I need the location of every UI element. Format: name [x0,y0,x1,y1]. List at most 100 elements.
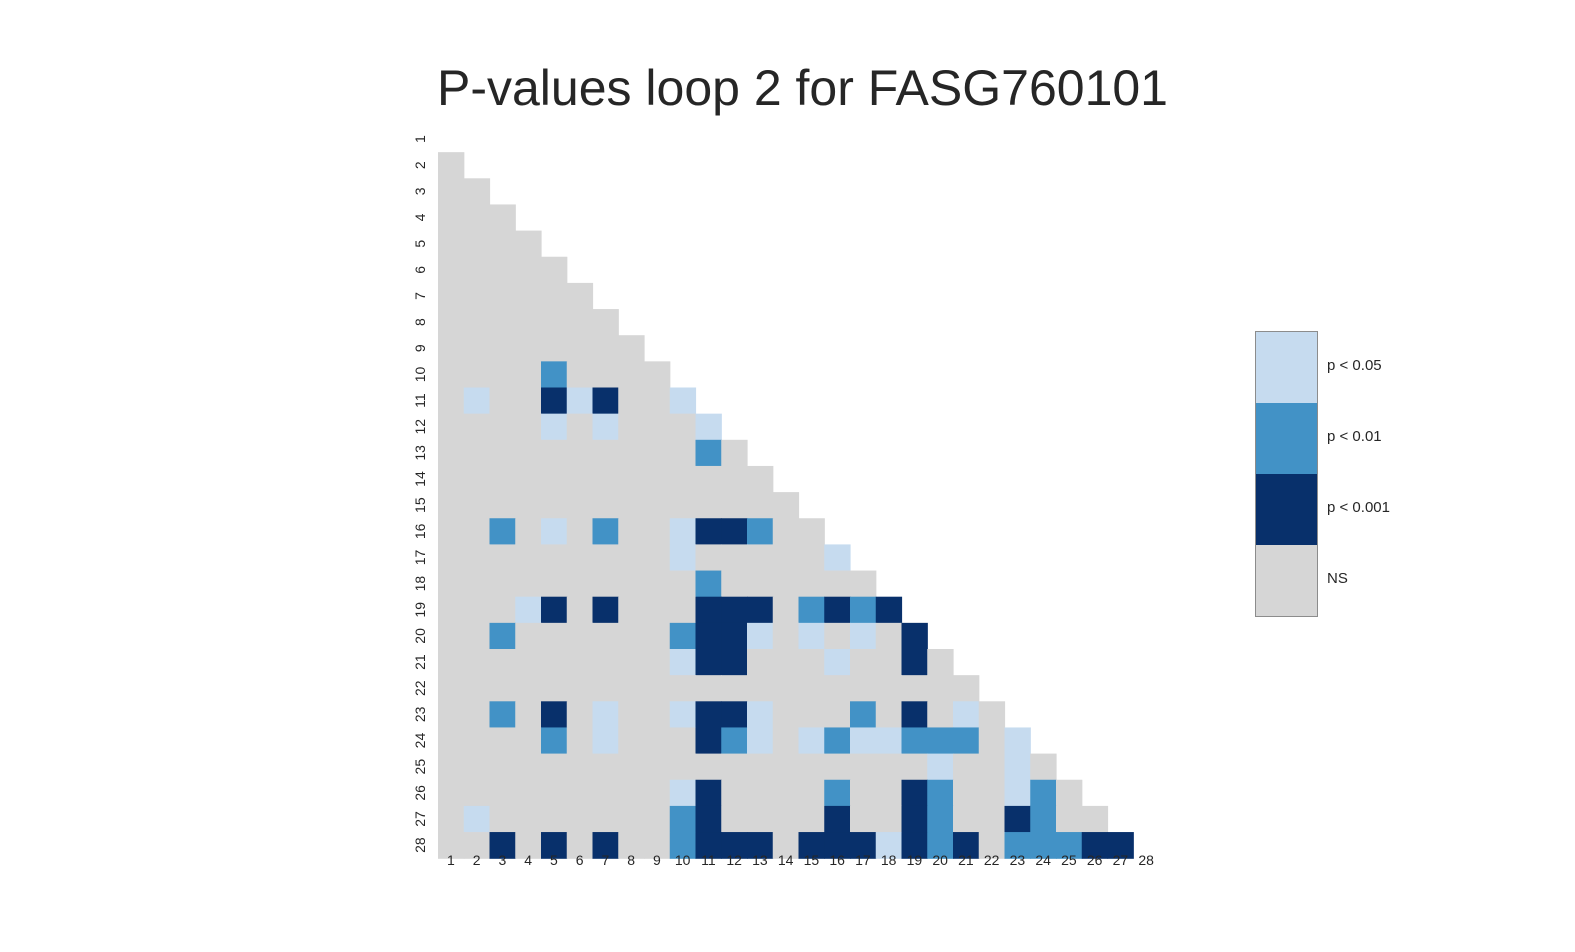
x-tick-label: 25 [1061,852,1077,868]
heatmap-cell-r11-c3 [489,387,516,415]
heatmap-cell-r15-c10 [669,492,697,519]
heatmap-cell-r27-c2 [463,805,491,833]
heatmap-cell-r20-c15 [798,622,825,650]
y-tick-label: 20 [412,628,428,644]
x-tick-label: 10 [675,852,691,868]
heatmap-cell-r13-c6 [566,439,594,467]
heatmap-cell-r27-c19 [901,805,928,833]
heatmap-cell-r6-c3 [489,256,516,284]
heatmap-cell-r20-c8 [618,622,645,650]
x-tick-label: 2 [473,852,481,868]
heatmap-cell-r5-c3 [489,230,516,258]
heatmap-cell-r12-c4 [515,413,542,441]
heatmap-cell-r23-c3 [489,701,516,729]
heatmap-cell-r15-c12 [721,492,748,519]
heatmap-cell-r10-c1 [438,361,465,389]
y-tick-label: 19 [412,602,428,618]
heatmap-cell-r17-c11 [695,544,722,572]
heatmap-cell-r28-c12 [721,832,748,859]
heatmap-cell-r18-c11 [695,570,722,598]
heatmap-cell-r25-c16 [824,753,851,781]
y-tick-label: 25 [412,759,428,775]
heatmap-cell-r25-c20 [927,753,954,781]
heatmap-cell-r22-c1 [438,675,465,702]
heatmap-cell-r28-c21 [953,832,980,859]
heatmap-cell-r22-c21 [953,675,980,702]
heatmap-cell-r27-c3 [489,805,516,833]
heatmap-cell-r7-c2 [463,282,491,310]
heatmap-cell-r25-c12 [721,753,748,781]
heatmap-cell-r25-c18 [875,753,903,781]
heatmap-cell-r23-c9 [644,701,671,729]
heatmap-cell-r14-c2 [463,465,491,493]
heatmap-cell-r26-c20 [927,779,954,807]
heatmap-cell-r18-c14 [772,570,800,598]
x-tick-label: 18 [881,852,897,868]
heatmap-cell-r25-c14 [772,753,800,781]
heatmap-cell-r16-c8 [618,518,645,545]
heatmap-cell-r11-c9 [644,387,671,415]
heatmap-cell-r24-c13 [747,727,774,755]
heatmap-cell-r26-c15 [798,779,825,807]
heatmap-cell-r12-c10 [669,413,697,441]
heatmap-cell-r22-c17 [850,675,877,702]
heatmap-cell-r24-c11 [695,727,722,755]
heatmap-cell-r15-c14 [772,492,800,519]
heatmap-cell-r18-c1 [438,570,465,598]
heatmap-cell-r17-c2 [463,544,491,572]
heatmap-cell-r19-c7 [592,596,619,624]
heatmap-cell-r14-c6 [566,465,594,493]
heatmap-cell-r15-c5 [541,492,568,519]
x-tick-label: 28 [1138,852,1154,868]
heatmap-cell-r27-c16 [824,805,851,833]
heatmap-cell-r3-c2 [463,178,491,206]
heatmap-cell-r26-c8 [618,779,645,807]
heatmap-cell-r27-c21 [953,805,980,833]
heatmap-cell-r25-c22 [978,753,1006,781]
heatmap-cell-r23-c7 [592,701,619,729]
heatmap-cell-r28-c4 [515,832,542,859]
heatmap-cell-r16-c13 [747,518,774,545]
x-tick-label: 13 [752,852,768,868]
y-tick-label: 16 [412,523,428,539]
heatmap-cell-r25-c9 [644,753,671,781]
x-tick-label: 8 [627,852,635,868]
heatmap-cell-r25-c8 [618,753,645,781]
heatmap-cell-r18-c4 [515,570,542,598]
x-tick-label: 11 [701,852,716,868]
x-tick-label: 14 [778,852,794,868]
heatmap-cell-r12-c3 [489,413,516,441]
heatmap-cell-r12-c1 [438,413,465,441]
colorbar-legend [1255,331,1318,617]
heatmap-cell-r7-c6 [566,282,594,310]
heatmap-cell-r26-c12 [721,779,748,807]
heatmap-cell-r19-c8 [618,596,645,624]
heatmap-cell-r28-c8 [618,832,645,859]
heatmap-cell-r16-c2 [463,518,491,545]
heatmap-cell-r16-c4 [515,518,542,545]
heatmap-cell-r22-c2 [463,675,491,702]
heatmap-cell-r25-c17 [850,753,877,781]
heatmap-cell-r23-c16 [824,701,851,729]
heatmap-cell-r12-c11 [695,413,722,441]
heatmap-cell-r27-c4 [515,805,542,833]
heatmap-cell-r18-c16 [824,570,851,598]
heatmap-cell-r26-c6 [566,779,594,807]
heatmap-cell-r26-c10 [669,779,697,807]
heatmap-cell-r6-c1 [438,256,465,284]
heatmap-cell-r18-c13 [747,570,774,598]
heatmap-cell-r27-c26 [1081,805,1109,833]
heatmap-cell-r20-c2 [463,622,491,650]
heatmap-cell-r24-c18 [875,727,903,755]
heatmap-cell-r26-c24 [1030,779,1057,807]
heatmap-cell-r26-c18 [875,779,903,807]
heatmap-cell-r24-c7 [592,727,619,755]
legend-label: NS [1327,570,1348,587]
heatmap-cell-r28-c15 [798,832,825,859]
heatmap-cell-r26-c22 [978,779,1006,807]
heatmap-cell-r10-c8 [618,361,645,389]
heatmap-cell-r26-c19 [901,779,928,807]
legend-label: p < 0.001 [1327,499,1390,516]
heatmap-cell-r27-c15 [798,805,825,833]
heatmap-cell-r10-c2 [463,361,491,389]
